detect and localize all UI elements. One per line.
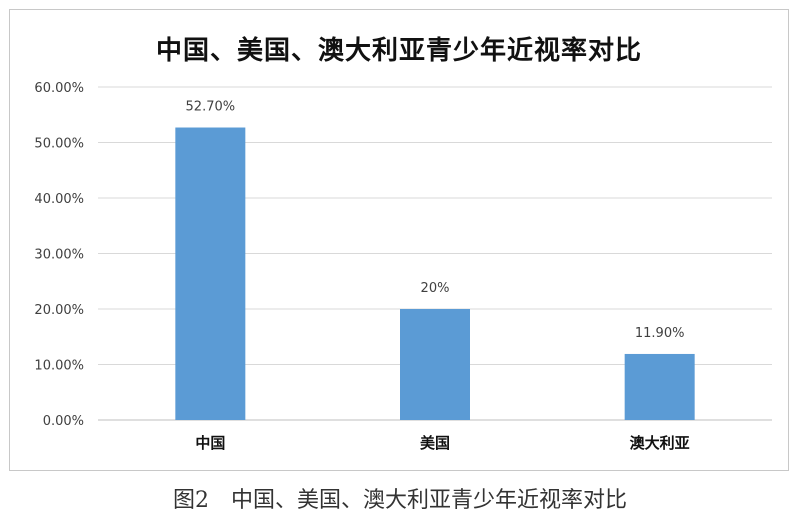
bar-chart: 0.00% 10.00% 20.00% 30.00% 40.00% 50.00% 60.00… <box>34 81 772 452</box>
x-tick-label: 美国 <box>420 434 450 452</box>
x-tick-label: 澳大利亚 <box>630 434 690 452</box>
y-tick-label: 30.00% <box>34 248 84 263</box>
x-tick-label: 中国 <box>195 434 225 452</box>
data-labels: 52.70% 20% 11.90% <box>186 100 685 341</box>
bar <box>175 127 246 420</box>
y-axis-ticks: 0.00% 10.00% 20.00% 30.00% 40.00% 50.00% 60.00… <box>34 81 84 429</box>
y-tick-label: 60.00% <box>34 81 84 96</box>
bar <box>400 309 470 420</box>
bar <box>624 353 695 420</box>
y-tick-label: 40.00% <box>34 192 84 207</box>
y-tick-label: 50.00% <box>34 137 84 152</box>
data-label: 11.90% <box>635 326 685 341</box>
x-axis-labels: 中国 美国 澳大利亚 <box>195 434 689 452</box>
y-tick-label: 0.00% <box>43 414 84 429</box>
chart-frame: 中国、美国、澳大利亚青少年近视率对比 <box>9 9 789 471</box>
figure-caption: 图2 中国、美国、澳大利亚青少年近视率对比 <box>173 488 627 513</box>
data-label: 20% <box>421 281 450 296</box>
y-tick-label: 10.00% <box>34 359 84 374</box>
data-label: 52.70% <box>186 100 236 115</box>
chart-title: 中国、美国、澳大利亚青少年近视率对比 <box>155 36 642 66</box>
bars <box>175 127 695 420</box>
y-tick-label: 20.00% <box>34 303 84 318</box>
